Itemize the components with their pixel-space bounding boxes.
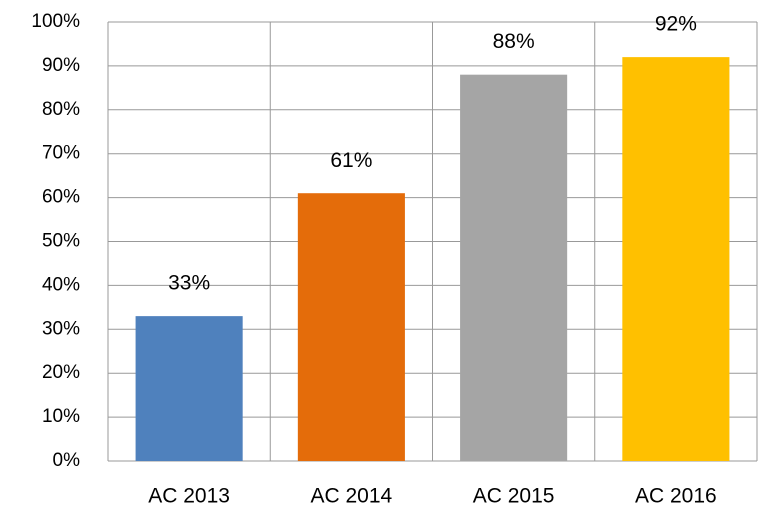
y-tick-label: 90% (42, 55, 80, 76)
bar (297, 193, 405, 461)
y-tick-label: 70% (42, 143, 80, 164)
bar (135, 316, 243, 461)
data-label: 61% (330, 149, 372, 172)
bar (622, 57, 730, 462)
y-tick-label: 40% (42, 274, 80, 295)
y-tick-label: 10% (42, 406, 80, 427)
y-tick-label: 100% (31, 11, 80, 32)
x-tick-label: AC 2014 (311, 485, 393, 508)
x-tick-label: AC 2016 (635, 485, 717, 508)
y-tick-label: 80% (42, 99, 80, 120)
data-label: 88% (493, 30, 535, 53)
y-tick-label: 60% (42, 187, 80, 208)
y-tick-label: 20% (42, 362, 80, 383)
y-tick-label: 0% (53, 450, 81, 471)
data-label: 92% (655, 13, 697, 36)
y-tick-label: 30% (42, 318, 80, 339)
data-label: 33% (168, 272, 210, 295)
x-tick-label: AC 2015 (473, 485, 555, 508)
bar (460, 74, 568, 462)
x-tick-label: AC 2013 (148, 485, 230, 508)
y-tick-label: 50% (42, 231, 80, 252)
